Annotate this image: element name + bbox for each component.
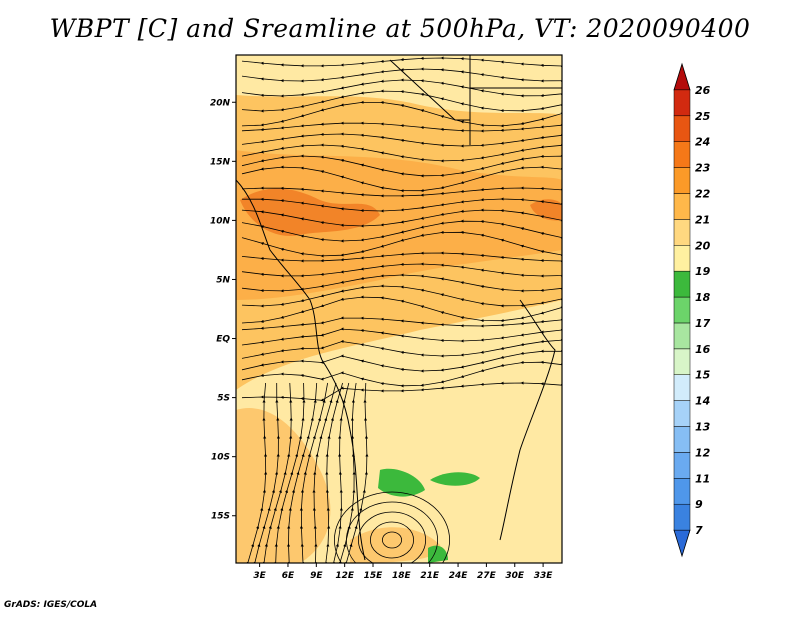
streamline (241, 251, 562, 263)
colorbar-label: 25 (695, 110, 711, 123)
colorbar-label: 24 (695, 136, 710, 149)
cool-patch-2 (430, 472, 480, 486)
y-tick-label: 10N (210, 216, 231, 226)
colorbar-label: 26 (695, 84, 711, 97)
streamline (241, 132, 562, 148)
streamline (241, 316, 562, 331)
colorbar-bin (673, 400, 691, 427)
colorbar-label: 22 (695, 187, 711, 200)
colorbar-label: 21 (695, 213, 710, 226)
chart-title: WBPT [C] and Sreamline at 500hPa, VT: 20… (49, 14, 751, 43)
streamline (241, 121, 562, 133)
vortex-ring (346, 501, 438, 563)
y-tick-label: 5N (216, 275, 230, 285)
y-tick-label: 15S (211, 512, 230, 522)
x-tick-label: 12E (335, 571, 355, 581)
plot-frame (235, 54, 563, 564)
colorbar-label: 12 (695, 446, 711, 459)
x-tick-label: 6E (282, 571, 295, 581)
colorbar-label: 7 (695, 524, 703, 537)
x-tick-label: 3E (253, 571, 266, 581)
colorbar-bin (673, 426, 691, 453)
cool-patch-1 (378, 468, 425, 497)
colorbar-label: 14 (695, 395, 710, 408)
y-tick-label: 20N (210, 98, 231, 108)
border-north (389, 55, 562, 145)
colorbar-label: 11 (695, 472, 710, 485)
y-axis: 20N 15N 10N 5N EQ 5S 10S 15S (210, 98, 236, 522)
colorbar-bin (673, 452, 691, 479)
cool-patch-3 (428, 545, 448, 563)
colorbar-low-arrow (673, 529, 691, 558)
colorbar-high-arrow (673, 62, 691, 91)
colorbar-bin (673, 245, 691, 272)
streamline (241, 186, 562, 198)
colorbar-label: 13 (695, 421, 711, 434)
wbpt-field (236, 55, 562, 563)
colorbar-bin (673, 167, 691, 194)
streamline-southwest (345, 382, 369, 563)
map-boundaries (236, 55, 562, 561)
vortex-ring (369, 521, 414, 559)
colorbar-label: 23 (695, 162, 711, 175)
colorbar-label: 20 (695, 239, 711, 252)
colorbar: 7 9 11 12 13 14 15 16 17 18 19 20 21 22 23 24 25 26 (673, 62, 711, 558)
x-tick-label: 21E (420, 571, 440, 581)
colorbar-label: 19 (695, 265, 711, 278)
colorbar-label: 18 (695, 291, 711, 304)
x-axis: 3E 6E 9E 12E 15E 18E 21E 24E 27E 30E 33E (253, 563, 553, 581)
y-tick-label: 15N (210, 157, 231, 167)
colorbar-label: 16 (695, 343, 711, 356)
y-tick-label: 10S (211, 453, 230, 463)
x-tick-label: 27E (477, 571, 497, 581)
south-warm (350, 527, 441, 563)
coastline-east (499, 299, 556, 541)
streamlines (241, 56, 562, 563)
x-tick-label: 30E (505, 571, 525, 581)
vortex-ring (358, 511, 426, 563)
x-tick-label: 24E (449, 571, 469, 581)
colorbar-bin (673, 219, 691, 246)
streamline (241, 381, 562, 402)
y-tick-label: 5S (217, 394, 230, 404)
coastline-west (236, 179, 366, 561)
x-tick-label: 15E (364, 571, 384, 581)
colorbar-bin (673, 193, 691, 220)
colorbar-bin (673, 296, 691, 324)
colorbar-label: 15 (695, 369, 711, 382)
colorbar-bin (673, 322, 691, 350)
vortex-ring (334, 491, 450, 563)
grads-credit: GrADS: IGES/COLA (4, 600, 98, 610)
colorbar-bin (673, 141, 691, 168)
streamline (241, 327, 562, 346)
colorbar-bin (673, 270, 691, 298)
y-tick-label: EQ (216, 335, 230, 345)
colorbar-bin (673, 348, 691, 375)
streamline (241, 56, 562, 68)
x-tick-label: 33E (534, 571, 554, 581)
colorbar-bin (673, 89, 691, 117)
x-tick-label: 9E (310, 571, 323, 581)
colorbar-bin (673, 503, 691, 531)
x-tick-label: 18E (392, 571, 412, 581)
vortex-ring (381, 531, 402, 549)
colorbar-bin (673, 478, 691, 505)
colorbar-label: 9 (695, 498, 703, 511)
colorbar-label: 17 (695, 317, 711, 330)
colorbar-bin (673, 374, 691, 401)
colorbar-bin (673, 115, 691, 142)
